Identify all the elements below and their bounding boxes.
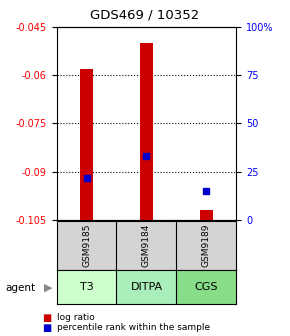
Text: log ratio: log ratio (57, 313, 94, 322)
Bar (80, 69, 93, 220)
Text: ■: ■ (42, 312, 51, 323)
Text: percentile rank within the sample: percentile rank within the sample (57, 323, 210, 332)
Bar (57, 270, 117, 304)
Text: GSM9189: GSM9189 (202, 224, 211, 267)
Text: agent: agent (6, 283, 36, 293)
Text: GSM9185: GSM9185 (82, 224, 91, 267)
Text: DITPA: DITPA (130, 282, 162, 292)
Text: ■: ■ (42, 323, 51, 333)
Text: GDS469 / 10352: GDS469 / 10352 (90, 8, 200, 22)
Text: ▶: ▶ (44, 283, 52, 293)
Text: GSM9184: GSM9184 (142, 224, 151, 267)
Text: CGS: CGS (195, 282, 218, 292)
Bar (176, 270, 236, 304)
Text: T3: T3 (80, 282, 93, 292)
Bar (200, 210, 213, 220)
Bar (140, 43, 153, 220)
Bar (117, 270, 176, 304)
